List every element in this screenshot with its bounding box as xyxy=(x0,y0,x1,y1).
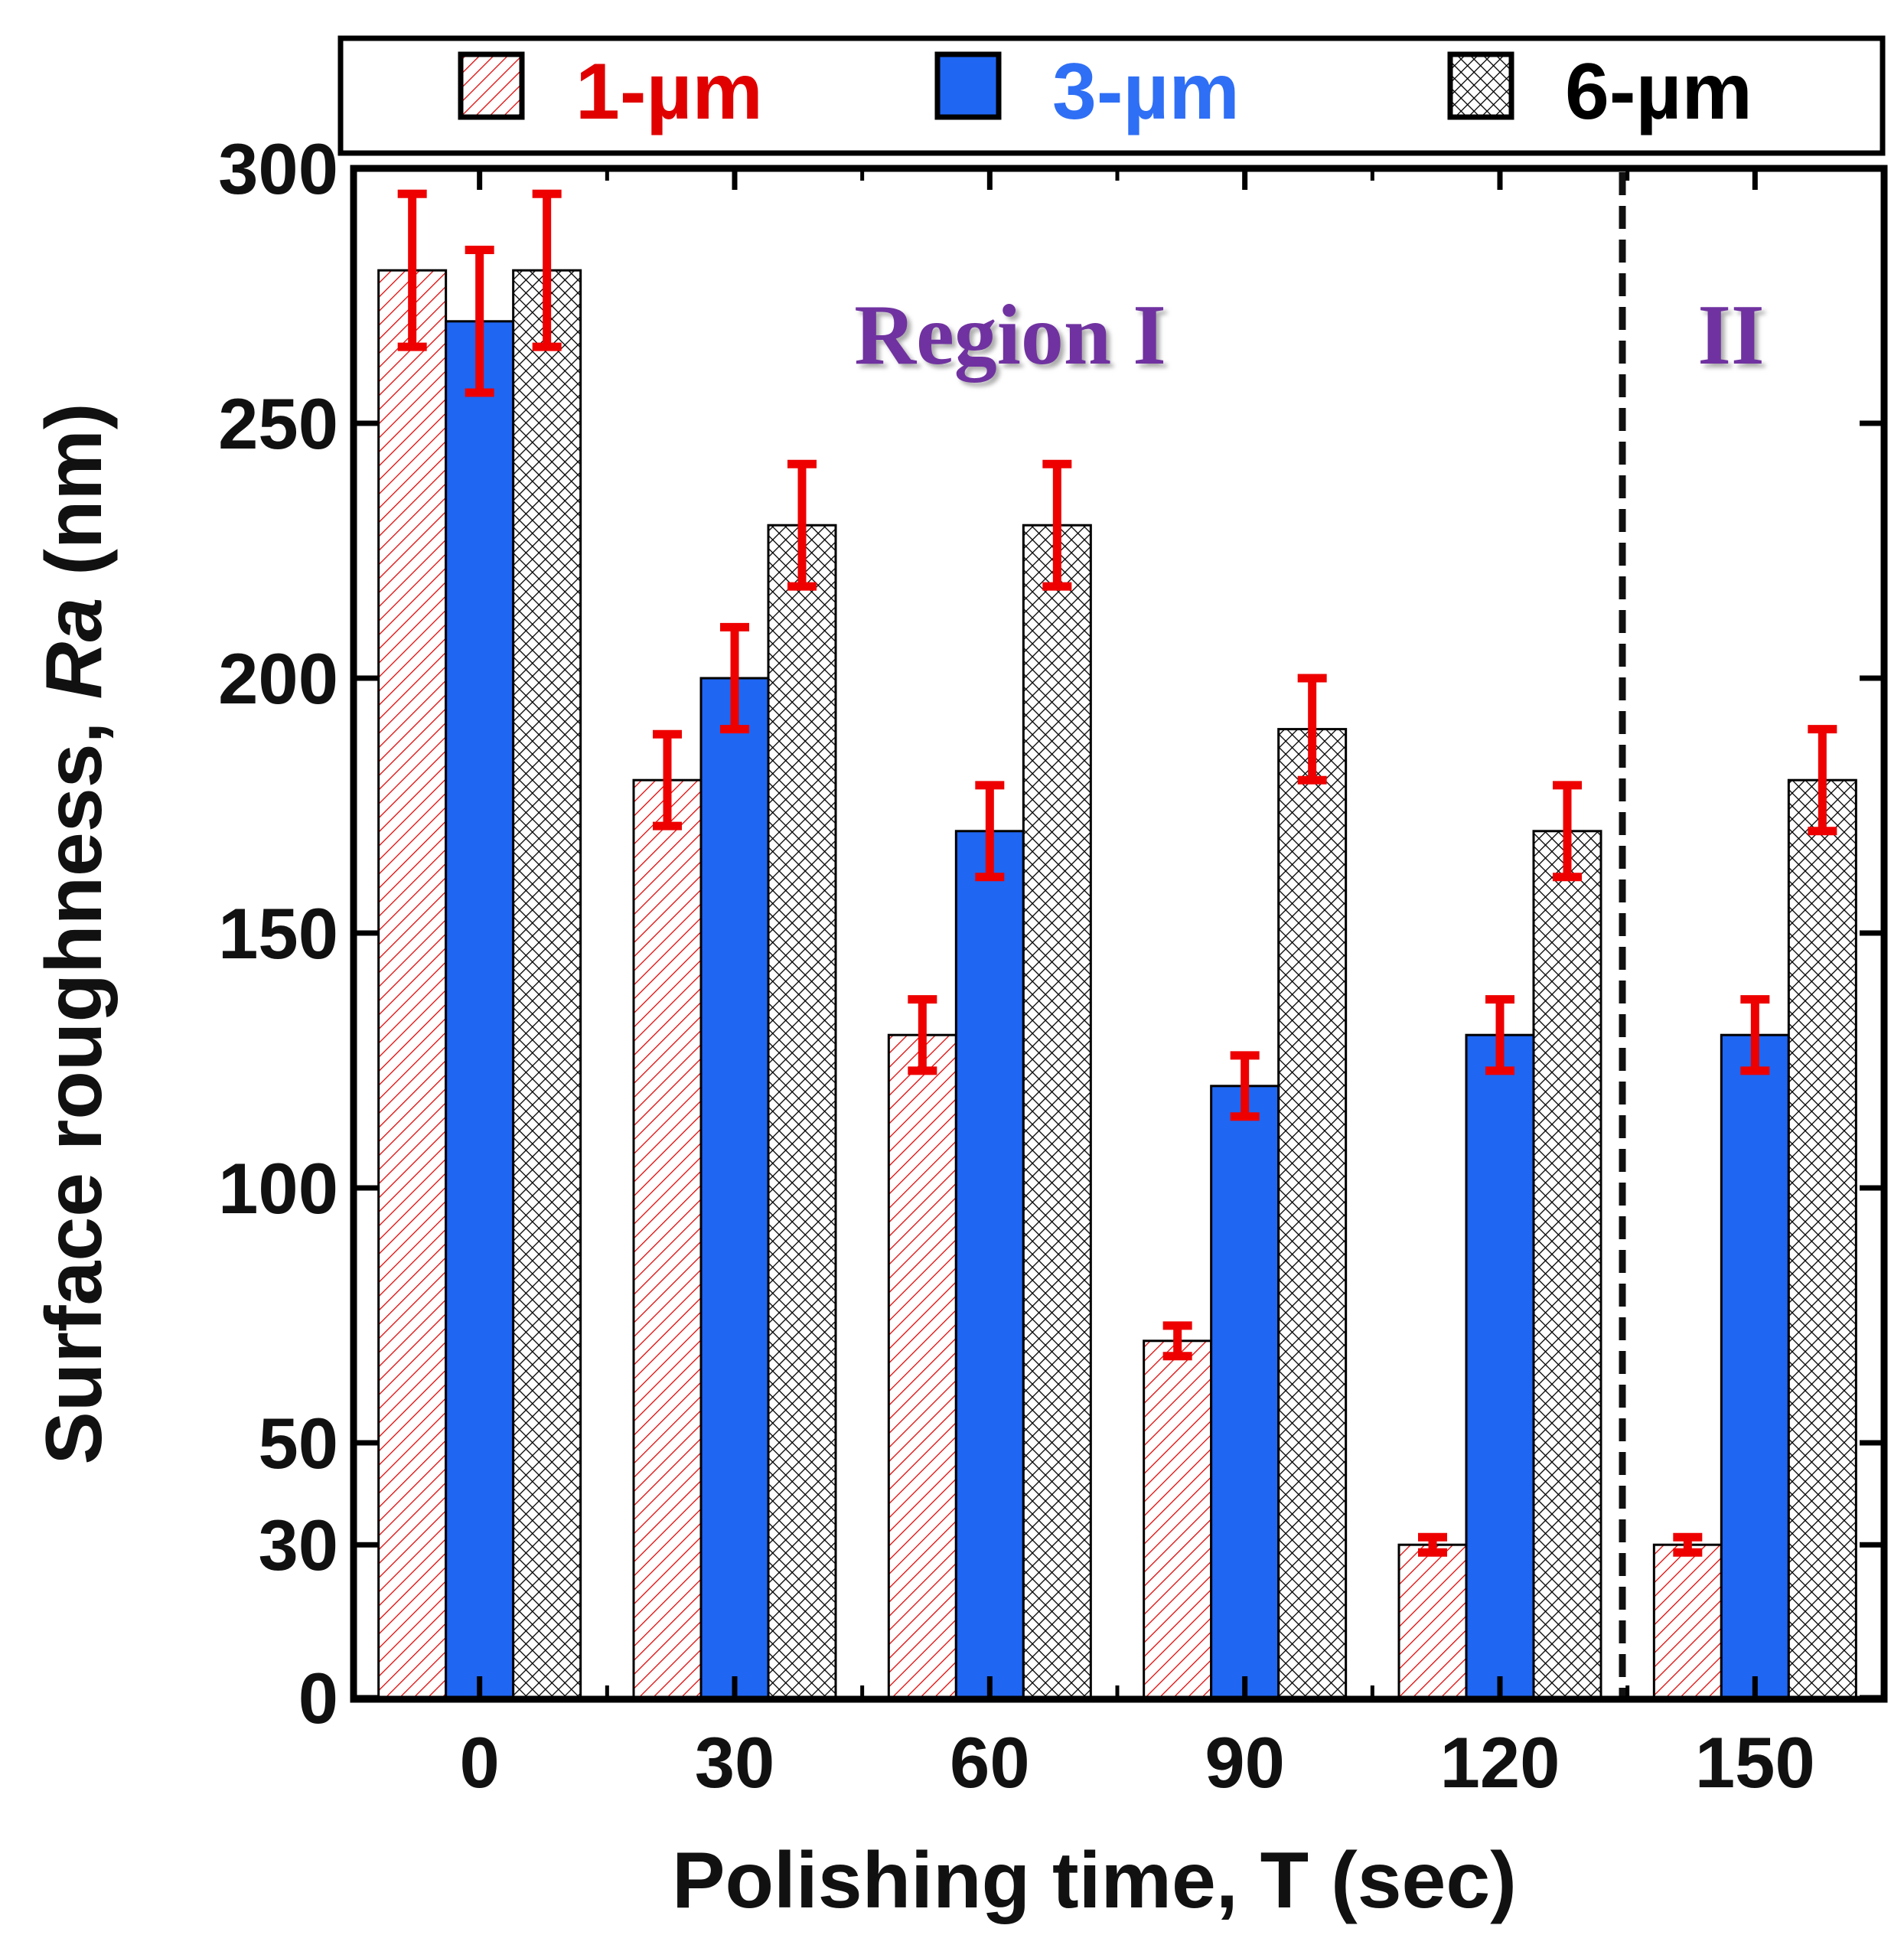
error-bar-6m-t150 xyxy=(1808,725,1837,836)
error-bar-3m-t0 xyxy=(465,246,494,397)
error-bar-6m-t60 xyxy=(1042,459,1072,591)
y-axis-title-suffix: (nm) xyxy=(30,403,119,598)
legend: 1-µm 3-µm 6-µm xyxy=(337,35,1886,156)
x-tick-label-150: 150 xyxy=(1695,1722,1815,1803)
y-tick-label-50: 50 xyxy=(258,1403,338,1483)
error-bar-1m-t90 xyxy=(1162,1321,1192,1361)
bar-3m-t0 xyxy=(445,320,515,1699)
y-tick-label-250: 250 xyxy=(218,383,338,464)
bar-3m-t30 xyxy=(699,677,770,1699)
bar-3m-t60 xyxy=(954,830,1025,1699)
legend-swatch-3um xyxy=(934,51,1002,120)
x-axis-title: Polishing time, T (sec) xyxy=(672,1836,1517,1925)
error-bar-3m-t120 xyxy=(1485,995,1514,1075)
legend-frame xyxy=(337,35,1886,156)
x-tick-labels: 0 30 60 90 120 150 xyxy=(460,1722,1815,1803)
bar-3m-t90 xyxy=(1210,1085,1280,1699)
legend-label-1um: 1-µm xyxy=(575,47,763,136)
error-bar-3m-t30 xyxy=(720,622,749,734)
y-axis-title: Surface roughness, Ra (nm) xyxy=(30,403,119,1465)
ticks-layer xyxy=(354,165,1884,1701)
bar-1m-t60 xyxy=(887,1033,957,1699)
x-tick-label-0: 0 xyxy=(460,1722,500,1803)
bar-6m-t30 xyxy=(767,524,837,1699)
bar-6m-t90 xyxy=(1277,728,1348,1699)
error-bar-1m-t30 xyxy=(653,729,682,830)
y-tick-label-100: 100 xyxy=(218,1148,338,1229)
y-tick-label-200: 200 xyxy=(218,638,338,719)
annotation-region-1: Region I xyxy=(854,288,1166,383)
bar-3m-t120 xyxy=(1465,1033,1535,1699)
bar-3m-t150 xyxy=(1720,1033,1790,1699)
bar-1m-t0 xyxy=(377,269,448,1699)
bar-1m-t150 xyxy=(1652,1543,1723,1699)
error-bar-6m-t90 xyxy=(1297,674,1327,785)
x-tick-label-60: 60 xyxy=(950,1722,1030,1803)
bar-6m-t150 xyxy=(1787,778,1857,1699)
error-bar-6m-t0 xyxy=(532,189,562,351)
error-bar-1m-t0 xyxy=(397,189,427,351)
x-tick-label-30: 30 xyxy=(695,1722,775,1803)
bar-6m-t60 xyxy=(1022,524,1092,1699)
error-bar-6m-t30 xyxy=(787,459,817,591)
error-bar-1m-t150 xyxy=(1673,1532,1703,1557)
x-tick-label-90: 90 xyxy=(1205,1722,1285,1803)
legend-swatch-1um xyxy=(458,51,525,120)
legend-label-3um: 3-µm xyxy=(1052,47,1240,136)
error-bars-layer xyxy=(397,189,1837,1557)
annotation-region-2: II xyxy=(1697,288,1764,383)
y-tick-labels: 0 30 50 100 150 200 250 300 xyxy=(218,129,338,1738)
bar-1m-t30 xyxy=(632,778,703,1699)
bar-6m-t0 xyxy=(512,269,582,1699)
x-tick-label-120: 120 xyxy=(1440,1722,1560,1803)
error-bar-1m-t120 xyxy=(1418,1532,1447,1557)
y-tick-label-150: 150 xyxy=(218,893,338,974)
bar-1m-t120 xyxy=(1397,1543,1468,1699)
error-bar-3m-t90 xyxy=(1230,1051,1260,1121)
bar-6m-t120 xyxy=(1532,830,1602,1699)
legend-label-6um: 6-µm xyxy=(1565,47,1752,136)
error-bar-1m-t60 xyxy=(908,995,937,1075)
bar-1m-t90 xyxy=(1143,1339,1213,1699)
error-bar-3m-t150 xyxy=(1740,995,1770,1075)
y-axis-title-italic: Ra xyxy=(30,598,119,700)
y-tick-label-300: 300 xyxy=(218,129,338,209)
y-tick-label-30: 30 xyxy=(258,1505,338,1585)
legend-swatch-6um xyxy=(1447,51,1514,120)
y-axis-title-prefix: Surface roughness, xyxy=(30,700,119,1465)
bars-layer xyxy=(377,269,1857,1699)
error-bar-3m-t60 xyxy=(975,781,1005,882)
y-tick-label-0: 0 xyxy=(298,1658,338,1738)
plot-frame xyxy=(350,165,1888,1703)
error-bar-6m-t120 xyxy=(1553,781,1582,882)
